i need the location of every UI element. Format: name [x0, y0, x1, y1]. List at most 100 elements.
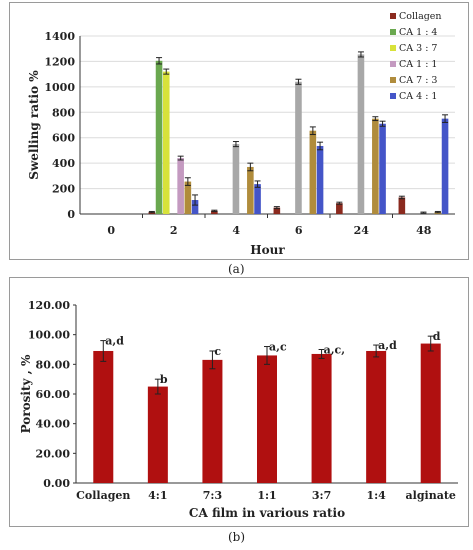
significance-label: a,d — [105, 335, 124, 348]
significance-label: a,c, — [324, 344, 345, 357]
y-axis-label: Porosity , % — [19, 354, 33, 433]
x-tick-label: 48 — [416, 224, 432, 237]
bar — [379, 123, 386, 214]
caption-b: (b) — [228, 530, 246, 544]
legend-swatch — [390, 77, 396, 83]
bar — [357, 54, 365, 214]
legend-swatch — [390, 61, 396, 67]
y-tick-label: 120.00 — [28, 299, 70, 312]
legend-swatch — [390, 93, 396, 99]
bar — [257, 355, 277, 483]
error-bar — [398, 195, 405, 200]
legend-label: CA 1 : 4 — [399, 27, 437, 38]
caption-a: (a) — [228, 262, 245, 276]
error-bar — [427, 335, 434, 352]
y-tick-label: 400 — [52, 157, 75, 170]
bar — [309, 130, 317, 214]
error-bar — [211, 209, 218, 212]
bar — [372, 118, 379, 214]
error-bar — [357, 51, 364, 58]
error-bar — [154, 378, 161, 395]
error-bar — [209, 350, 216, 370]
legend-swatch — [390, 13, 396, 19]
error-bar — [232, 141, 239, 148]
y-tick-label: 1000 — [44, 81, 75, 94]
error-bar — [317, 141, 324, 151]
legend-label: CA 3 : 7 — [399, 43, 437, 54]
error-bar — [373, 344, 380, 358]
error-bar — [336, 201, 343, 205]
x-axis-label: Hour — [250, 243, 285, 257]
error-bar — [163, 68, 170, 75]
bar — [155, 60, 163, 214]
bar — [336, 203, 343, 214]
error-bar — [184, 177, 191, 186]
bar — [147, 386, 168, 483]
y-tick-label: 0 — [67, 208, 75, 221]
significance-label: b — [160, 373, 168, 386]
legend-label: Collagen — [399, 11, 442, 22]
bar — [184, 181, 192, 214]
x-tick-label: 1:4 — [366, 489, 386, 502]
porosity-chart-panel: 0.00 20.00 40.00 60.00 80.00 100.00 120.00 a,d C… — [9, 277, 469, 527]
bar — [273, 207, 281, 214]
bar — [202, 359, 223, 483]
legend: Collagen CA 1 : 4 CA 3 : 7 CA 1 : 1 CA 7 : 3… — [390, 11, 442, 102]
y-tick-label: 0.00 — [43, 477, 70, 490]
y-tick-label: 800 — [52, 106, 75, 119]
legend-label: CA 4 : 1 — [399, 91, 437, 102]
error-bar — [273, 206, 280, 210]
swelling-chart-panel: 0 200 400 600 800 1000 1200 1400 0 2 4 6 24 48 Hour Swe… — [9, 2, 469, 260]
error-bar — [442, 114, 449, 123]
error-bar — [177, 155, 184, 161]
error-bar — [379, 120, 386, 127]
bar — [311, 353, 332, 483]
y-tick-label: 200 — [52, 183, 75, 196]
x-tick-label: Collagen — [76, 489, 130, 502]
bar — [441, 118, 449, 214]
error-bar — [192, 194, 199, 206]
error-bar — [156, 57, 163, 65]
x-tick-label: 3:7 — [312, 489, 331, 502]
error-bar — [247, 162, 254, 172]
error-bar — [372, 116, 379, 122]
legend-swatch — [390, 45, 396, 51]
x-tick-label: 6 — [295, 224, 303, 237]
error-bar — [318, 349, 325, 359]
bar — [316, 145, 324, 214]
x-axis-label: CA film in various ratio — [189, 506, 345, 520]
bar — [177, 158, 184, 214]
y-tick-label: 40.00 — [36, 418, 71, 431]
y-tick-label: 20.00 — [36, 447, 71, 460]
x-tick-label: 7:3 — [203, 489, 222, 502]
error-bar — [434, 210, 441, 214]
error-bar — [254, 180, 261, 188]
legend-label: CA 7 : 3 — [399, 75, 437, 86]
bar — [254, 184, 261, 214]
x-tick-label: 2 — [170, 224, 178, 237]
significance-label: d — [433, 330, 441, 343]
legend-label: CA 1 : 1 — [399, 59, 437, 70]
error-bar — [148, 210, 155, 214]
significance-label: a,c — [269, 341, 287, 354]
y-tick-label: 80.00 — [36, 358, 71, 371]
error-bar — [264, 346, 270, 365]
bar — [247, 166, 254, 214]
bar — [93, 350, 114, 483]
bar — [295, 81, 302, 215]
error-bar — [295, 78, 302, 85]
y-tick-label: 60.00 — [36, 388, 71, 401]
porosity-chart: 0.00 20.00 40.00 60.00 80.00 100.00 120.00 a,d C… — [19, 299, 458, 520]
bar — [366, 350, 387, 483]
significance-label: c — [214, 345, 221, 358]
y-axis-label: Swelling ratio % — [27, 70, 41, 180]
x-tick-label: 4 — [232, 224, 240, 237]
bar — [162, 71, 170, 214]
bar — [398, 197, 406, 214]
y-tick-label: 1400 — [44, 30, 75, 43]
y-tick-label: 100.00 — [28, 329, 70, 342]
x-tick-label: 1:1 — [257, 489, 276, 502]
error-bar — [420, 211, 427, 214]
y-tick-label: 600 — [52, 132, 75, 145]
